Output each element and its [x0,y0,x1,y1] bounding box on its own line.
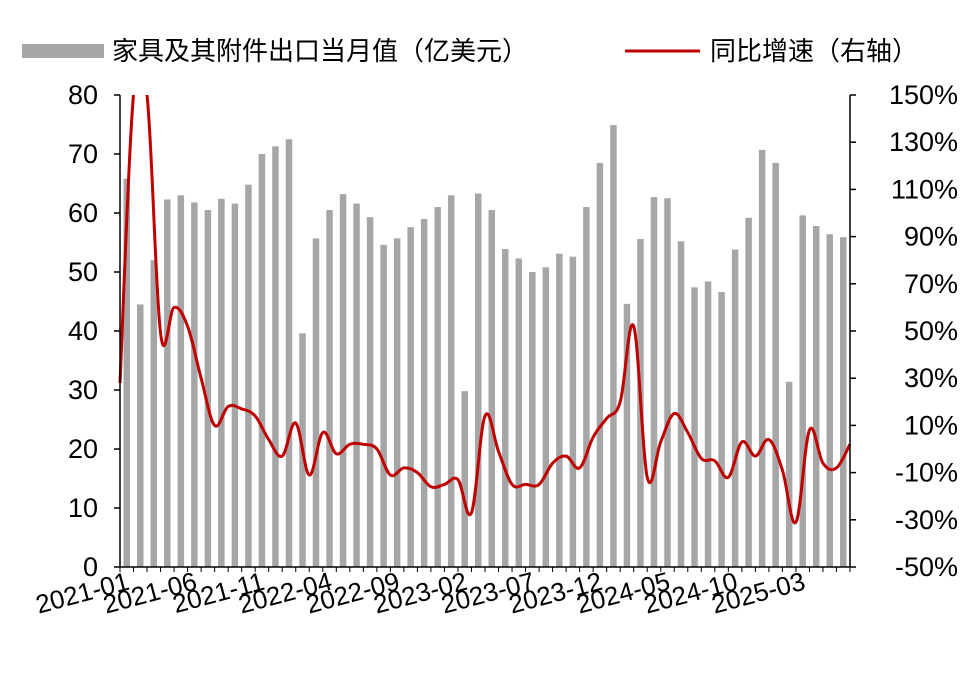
bar [623,303,631,567]
bar [569,256,577,567]
bar [731,249,739,567]
y-right-tick-label: -10% [895,458,958,488]
line-path [118,95,852,525]
bar [407,227,414,567]
y-right-tick-label: 10% [904,410,958,440]
bar [515,258,523,567]
bar [245,184,252,567]
y-axis-right-labels: -50% -30% -10% 10% 30% 50% 70% 90% 110% 130% 150% [889,80,958,582]
y-left-tick-label: 20 [68,434,98,464]
y-left-tick-label: 10 [68,493,98,523]
y-left-tick-label: 30 [68,375,98,405]
bar [785,381,793,567]
y-right-tick-label: 30% [904,363,958,393]
bar [339,194,347,567]
bar [191,202,198,567]
bar [312,238,320,567]
x-axis-labels: 2021-012021-062021-112022-042022-092023-… [32,566,808,620]
bar [447,195,455,568]
bar [218,198,225,567]
bar [799,215,806,568]
legend-bar-label: 家具及其附件出口当月值（亿美元） [112,37,528,67]
y-axis-left-labels: 0 10 20 30 40 50 60 70 80 [68,80,98,582]
y-right-tick-label: 150% [889,80,958,110]
bar [677,241,685,567]
line-series [118,95,852,525]
bar [231,203,239,567]
y-right-tick-label: -50% [895,552,958,582]
y-right-tick-label: 50% [904,316,958,346]
y-left-tick-label: 60 [68,198,98,228]
bar [164,199,171,567]
bar [353,203,360,567]
y-left-tick-label: 50 [68,257,98,287]
legend-line-label: 同比增速（右轴） [710,37,918,67]
bar [285,139,293,567]
bar [272,146,279,567]
legend: 家具及其附件出口当月值（亿美元） 同比增速（右轴） [22,37,918,67]
legend-bar-swatch [22,44,104,58]
bar [812,225,820,568]
bar [488,210,495,568]
bar [718,292,725,567]
bar [610,125,617,567]
bar [434,207,441,567]
y-left-tick-label: 80 [68,80,98,110]
bar [258,154,266,567]
bar [596,162,604,567]
bar [529,272,536,567]
bar [137,304,144,567]
bar [502,248,509,568]
bar [150,260,158,567]
bar [840,237,847,567]
bar [420,218,428,567]
bar [177,195,185,568]
bar [123,178,130,567]
bar [664,198,671,567]
bar [204,210,212,568]
y-right-tick-label: 130% [889,127,958,157]
bar [758,149,766,567]
bar [650,197,658,567]
bar [461,391,468,567]
bar [772,162,779,567]
bar [475,193,482,567]
bar [745,217,752,567]
bar [380,244,387,568]
y-right-tick-label: 70% [904,269,958,299]
bar [583,207,590,567]
y-left-tick-label: 70 [68,139,98,169]
bar [393,238,401,567]
bar [556,253,563,567]
y-right-tick-label: 110% [891,174,958,204]
bar [326,210,333,568]
axes [114,94,856,572]
y-left-tick-label: 40 [68,316,98,346]
y-right-tick-label: -30% [895,505,958,535]
bar [542,267,550,567]
bar [704,281,712,567]
bar-series [123,125,847,568]
y-right-tick-label: 90% [904,222,958,252]
y-left-tick-label: 0 [83,552,98,582]
bar [826,234,833,568]
bar [366,217,374,567]
bar [691,287,698,567]
